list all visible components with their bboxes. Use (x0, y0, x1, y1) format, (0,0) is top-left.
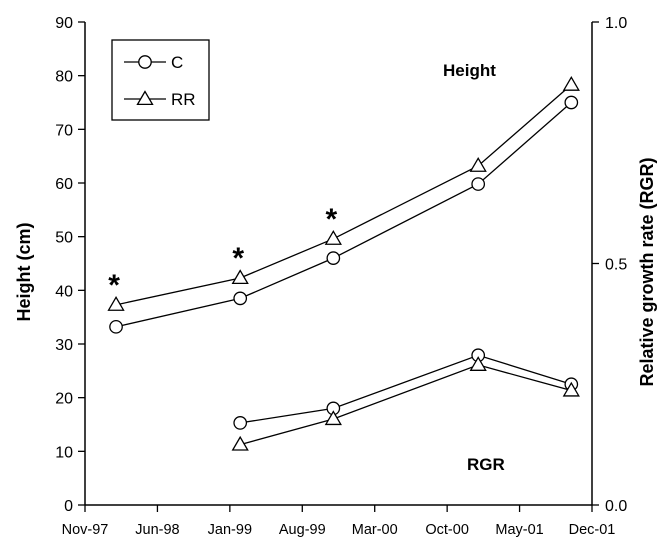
data-point-triangle (562, 75, 580, 91)
right-y-tick-label: 0.5 (605, 257, 627, 274)
data-point-triangle (469, 356, 487, 371)
x-tick-label: May-01 (495, 522, 543, 538)
x-tick-label: Jun-98 (135, 522, 179, 538)
left-y-tick-label: 50 (55, 230, 73, 247)
left-y-tick-label: 20 (55, 391, 73, 408)
right-y-tick-label: 0.0 (605, 498, 627, 515)
x-tick-label: Oct-00 (425, 522, 469, 538)
x-tick-label: Nov-97 (62, 522, 109, 538)
rgr-series-line-c (240, 354, 572, 424)
legend-label: RR (171, 90, 196, 109)
legend-item-rr: RR (124, 90, 196, 109)
data-point-triangle (231, 269, 249, 285)
data-point-circle (471, 177, 486, 191)
data-point-circle (564, 95, 579, 110)
right-y-ticks: 0.0 0.5 1.0 (592, 15, 627, 515)
data-point-triangle (136, 90, 154, 106)
legend-box (111, 39, 210, 121)
data-point-circle (138, 55, 152, 69)
height-annotation: Height (443, 61, 496, 80)
rgr-annotation: RGR (467, 455, 505, 474)
rgr-series-line-rr (240, 364, 572, 446)
rgr-series-c (233, 348, 579, 430)
data-point-triangle (324, 230, 342, 245)
significance-star: * (108, 269, 120, 302)
legend: C RR (111, 39, 210, 121)
right-y-axis-title: Relative growth rate (RGR) (637, 157, 657, 386)
x-tick-label: Jan-99 (208, 522, 252, 538)
left-y-tick-label: 80 (55, 69, 73, 86)
left-y-tick-label: 0 (64, 498, 73, 515)
significance-star: * (325, 203, 337, 236)
left-y-tick-label: 70 (55, 122, 73, 139)
height-series-c (109, 95, 579, 334)
data-point-triangle (562, 381, 580, 397)
data-point-circle (233, 416, 248, 430)
left-y-tick-label: 90 (55, 15, 73, 32)
data-point-triangle (469, 157, 487, 172)
data-point-circle (109, 319, 123, 334)
significance-star: * (232, 242, 244, 275)
right-y-tick-label: 1.0 (605, 15, 627, 32)
x-tick-label: Aug-99 (279, 522, 326, 538)
data-point-triangle (324, 410, 342, 426)
data-point-circle (233, 291, 248, 306)
left-y-tick-label: 60 (55, 176, 73, 193)
height-series-line-c (115, 102, 572, 328)
x-tick-label: Mar-00 (352, 522, 398, 538)
x-tick-label: Dec-01 (569, 522, 616, 538)
x-ticks: Nov-97 Jun-98 Jan-99 Aug-99 Mar-00 Oct-00 May-… (62, 505, 616, 538)
data-point-triangle (107, 296, 125, 311)
height-series-rr (107, 75, 580, 311)
left-y-tick-label: 40 (55, 283, 73, 300)
significance-markers: * * * (108, 203, 337, 302)
data-point-triangle (231, 435, 249, 451)
left-y-axis-title: Height (cm) (14, 222, 34, 321)
data-point-circle (326, 251, 341, 265)
legend-label: C (171, 53, 183, 72)
left-y-tick-label: 10 (55, 444, 73, 461)
rgr-series-rr (231, 356, 580, 451)
series-layer (107, 75, 580, 451)
legend-item-c: C (124, 53, 183, 72)
left-y-tick-label: 30 (55, 337, 73, 354)
left-y-ticks: 0 10 20 30 40 50 60 70 80 90 (55, 15, 85, 515)
